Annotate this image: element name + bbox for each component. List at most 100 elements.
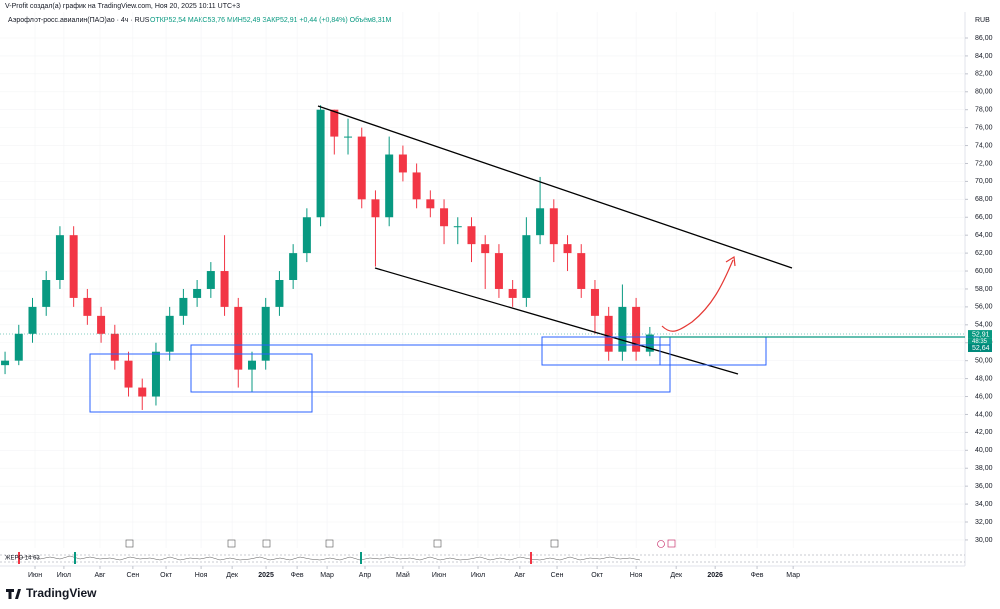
x-tick-label: Май	[396, 571, 410, 579]
x-tick-label: Ноя	[195, 572, 208, 579]
y-tick-label: 38,00	[975, 465, 993, 472]
y-tick-label: 58,00	[975, 286, 993, 293]
x-tick-label: 2025	[258, 572, 274, 579]
earnings-marker	[125, 539, 134, 548]
candle-body	[467, 226, 476, 245]
candle-body	[494, 253, 503, 289]
x-tick-label: Сен	[551, 572, 564, 579]
candle-body	[206, 271, 215, 289]
logo-mark	[6, 589, 21, 599]
candle-body	[28, 306, 37, 334]
candle-body	[618, 306, 627, 352]
countdown-tag	[968, 338, 992, 346]
indicator-line	[19, 555, 641, 561]
x-tick-label: Сен	[126, 572, 139, 579]
candle-body	[124, 360, 133, 388]
y-tick-label: 56,00	[975, 304, 993, 311]
candle-body	[69, 235, 78, 298]
x-tick-label: Мар	[786, 572, 800, 579]
chart-title: Аэрофлот-росс.авиалин(ПАО)ао · 4ч · RUS	[8, 17, 150, 24]
x-tick-label: 2026	[707, 572, 723, 579]
zone-box	[541, 336, 671, 366]
y-tick-label: 54,00	[975, 322, 993, 329]
y-tick-label: 64,00	[975, 232, 993, 239]
candle-body	[453, 226, 462, 228]
x-tick-label: Авг	[95, 572, 106, 579]
y-tick-label: 70,00	[975, 178, 993, 185]
indicator-label: ЖЕРО 14 63	[5, 556, 40, 562]
candle-body	[1, 360, 10, 366]
candles	[1, 105, 654, 410]
x-tick-label: Окт	[591, 572, 604, 579]
candle-body	[385, 154, 394, 218]
last-price-label: 52,91	[972, 331, 990, 338]
y-axis: 30,00 32,00 34,00 36,00 38,00 40,00 42,00 44,00…	[965, 35, 993, 544]
candle-body	[165, 315, 174, 352]
y-tick-label: 60,00	[975, 268, 993, 275]
candle-body	[330, 109, 339, 137]
candle-body	[344, 136, 353, 138]
candle-body	[590, 288, 599, 316]
zone-box	[89, 353, 313, 413]
candle-body	[42, 280, 51, 307]
candle-body	[371, 199, 380, 218]
candle-body	[549, 208, 558, 245]
brand-logo: TradingView	[6, 586, 97, 600]
y-tick-label: 46,00	[975, 393, 993, 400]
candle-body	[577, 253, 586, 289]
earnings-marker	[667, 539, 676, 548]
candle-body	[151, 351, 160, 397]
candle-body	[179, 297, 188, 316]
candle-body	[234, 306, 243, 370]
y-tick-label: 72,00	[975, 160, 993, 167]
forecast-arrow	[661, 259, 734, 332]
x-tick-label: Окт	[160, 572, 173, 579]
earnings-marker	[325, 539, 334, 548]
y-tick-label: 50,00	[975, 358, 993, 365]
y-tick-label: 48,00	[975, 375, 993, 382]
countdown-label: 48:35	[972, 339, 988, 345]
arrow-head	[725, 255, 736, 267]
earnings-marker	[550, 539, 559, 548]
ohlc-summary: ОТКР52,54 МАКС53,76 МИН52,49 ЗАКР52,91 +…	[150, 16, 392, 24]
candle-body	[55, 235, 64, 280]
zone-box	[190, 344, 671, 393]
y-tick-label: 44,00	[975, 411, 993, 418]
trend-line	[374, 267, 739, 375]
x-tick-label: Июн	[28, 572, 42, 579]
y-tick-label: 86,00	[975, 35, 993, 42]
trend-line	[317, 105, 793, 269]
y-tick-label: 82,00	[975, 71, 993, 78]
candle-body	[481, 244, 490, 254]
y-tick-label: 30,00	[975, 537, 993, 544]
candle-body	[316, 109, 325, 218]
y-tick-label: 68,00	[975, 196, 993, 203]
indicator-flag	[360, 552, 362, 564]
brand: TradingView	[26, 586, 97, 600]
x-tick-label: Мар	[320, 572, 334, 579]
x-tick-label: Дек	[670, 572, 683, 579]
event-marker	[657, 540, 665, 548]
candle-body	[302, 217, 311, 254]
y-tick-label: 36,00	[975, 483, 993, 490]
candle-body	[220, 271, 229, 307]
marked-price-tag	[968, 344, 992, 353]
candle-body	[289, 253, 298, 280]
y-tick-label: 66,00	[975, 214, 993, 221]
x-tick-label: Дек	[226, 572, 239, 579]
x-tick-label: Фев	[751, 572, 764, 579]
x-tick-label: Июн	[432, 572, 446, 579]
candle-body	[522, 235, 531, 298]
candle-body	[97, 315, 106, 334]
indicator-pane: ЖЕРО 14 63	[0, 539, 965, 564]
earnings-marker	[262, 539, 271, 548]
candle-body	[645, 334, 654, 352]
x-tick-label: Апр	[359, 572, 371, 579]
indicator-flag	[530, 552, 532, 564]
candle-body	[247, 360, 256, 370]
candle-body	[275, 280, 284, 307]
earnings-marker	[433, 539, 442, 548]
indicator-flag	[18, 552, 20, 564]
x-tick-label: Фев	[291, 572, 304, 579]
